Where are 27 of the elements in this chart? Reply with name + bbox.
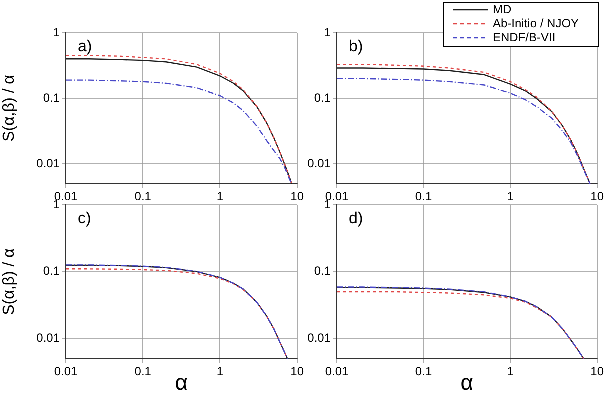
y-tick-label: 0.1: [43, 264, 60, 278]
y-axis-title: S(α,β) / α: [1, 248, 18, 316]
y-axis-title: S(α,β) / α: [1, 75, 18, 142]
x-axis-title: α: [175, 370, 188, 395]
legend-label: MD: [493, 2, 512, 16]
annotation: c): [78, 210, 92, 228]
y-tick-label: 0.1: [314, 90, 332, 105]
x-tick-label: 10: [290, 364, 304, 379]
y-tick-label: 1: [324, 25, 332, 40]
y-tick-label: 0.01: [36, 156, 60, 171]
legend-label: Ab-Initio / NJOY: [493, 16, 580, 30]
y-tick-label: 0.01: [308, 331, 332, 346]
y-tick-label: 0.01: [308, 156, 332, 171]
x-tick-label: 0.1: [134, 364, 152, 379]
x-tick-label: 1: [216, 364, 224, 379]
y-tick-label: 1: [53, 25, 60, 40]
x-tick-label: 10: [590, 364, 604, 379]
y-tick-label: 0.01: [36, 331, 60, 346]
y-tick-label: 0.1: [314, 264, 332, 278]
annotation: d): [349, 210, 364, 228]
annotation: b): [349, 38, 364, 56]
annotation: a): [78, 38, 92, 56]
x-tick-label: 0.1: [415, 364, 432, 379]
x-tick-label: 1: [507, 364, 514, 379]
x-axis-title: α: [460, 370, 474, 395]
legend-label: ENDF/B-VII: [493, 30, 556, 44]
y-tick-label: 0.1: [43, 90, 60, 105]
